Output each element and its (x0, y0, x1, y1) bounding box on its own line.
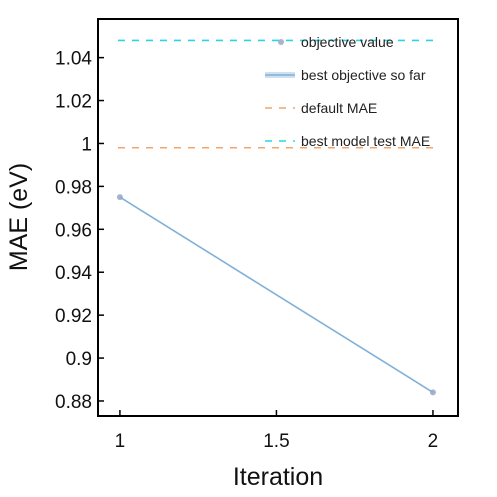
y-axis-label: MAE (eV) (5, 163, 33, 271)
legend-marker (278, 39, 284, 45)
y-tick-label: 0.96 (55, 220, 92, 241)
legend-label: default MAE (301, 100, 377, 116)
y-axis-ticks: 0.88 0.9 0.92 0.94 0.96 0.98 1 1.02 1.04 (55, 49, 104, 413)
legend-label: best objective so far (301, 67, 426, 83)
x-axis-label: Iteration (233, 463, 323, 491)
legend: objective value best objective so far defa… (265, 34, 430, 149)
y-tick-label: 0.94 (55, 263, 92, 284)
y-tick-label: 1.02 (55, 92, 92, 113)
x-tick-label: 1 (115, 431, 126, 452)
y-tick-label: 0.92 (55, 306, 92, 327)
y-tick-label: 0.98 (55, 177, 92, 198)
y-tick-label: 0.88 (55, 392, 92, 413)
y-tick-label: 1 (81, 134, 92, 155)
plot-frame (97, 18, 459, 417)
x-tick-label: 1.5 (263, 431, 289, 452)
legend-label: objective value (301, 34, 394, 50)
x-axis-ticks: 1 1.5 2 (115, 410, 439, 452)
series-line (119, 196, 434, 394)
y-tick-label: 1.04 (55, 49, 92, 70)
legend-label: best model test MAE (301, 133, 430, 149)
y-tick-label: 0.9 (66, 349, 92, 370)
x-tick-label: 2 (428, 431, 439, 452)
series-layer (116, 39, 438, 396)
